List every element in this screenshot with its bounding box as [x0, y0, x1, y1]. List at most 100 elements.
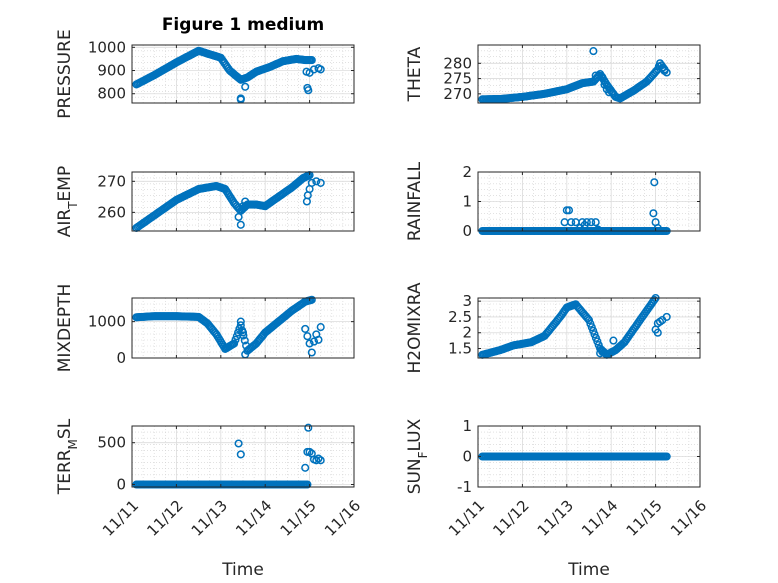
data-point	[316, 456, 325, 465]
y-tick-label: 1000	[88, 38, 126, 56]
data-point	[584, 316, 594, 325]
y-axis-label: RAINFALL	[405, 161, 425, 241]
x-tick-label: 11/16	[667, 497, 710, 540]
x-tick-label: 11/12	[489, 497, 532, 540]
data-point	[589, 47, 598, 56]
data-point	[231, 335, 240, 344]
y-tick-label: 280	[443, 54, 472, 72]
axes-box	[477, 297, 701, 359]
data-point	[236, 317, 245, 326]
data-point	[593, 225, 602, 234]
data-point	[598, 347, 607, 356]
x-tick-label: 11/13	[188, 497, 231, 540]
data-point	[309, 337, 319, 346]
subplot-4: 0 1 2 RAINFALL	[405, 161, 701, 241]
data-point	[591, 218, 600, 227]
data-point	[241, 197, 250, 206]
subplot-3: 260 270 AIRTEMP	[55, 166, 355, 237]
y-axis-label: AIRTEMP	[55, 166, 80, 237]
data-point	[590, 330, 599, 339]
y-tick-label: 0	[116, 349, 126, 367]
x-tick-label: 11/12	[143, 497, 186, 540]
y-tick-label: 270	[443, 85, 472, 103]
x-tick-label: 11/11	[99, 497, 142, 540]
y-tick-label: 2	[462, 163, 472, 181]
x-axis-label: Time	[567, 560, 610, 580]
data-point	[307, 178, 316, 187]
data-point	[571, 218, 580, 227]
data-point	[238, 202, 248, 211]
data-point	[236, 321, 245, 330]
data-point	[662, 68, 671, 77]
y-axis-label: THETA	[405, 46, 425, 102]
subplot-5: 0 1000 MIXDEPTH	[55, 284, 355, 373]
axes-box	[131, 425, 355, 488]
data-point	[304, 423, 313, 432]
data-point	[604, 88, 614, 97]
data-point	[234, 439, 243, 448]
data-point	[598, 73, 607, 82]
axes-box	[131, 297, 355, 359]
y-tick-label: 3	[462, 292, 472, 310]
subplot-7: 0 500 11/11 11/12 11/13 11/14 11/15 11/16 Time TE…	[55, 418, 364, 580]
data-point	[301, 463, 310, 472]
y-tick-label: 1	[462, 417, 472, 435]
x-tick-label: 11/15	[277, 497, 320, 540]
y-tick-label: 270	[97, 172, 126, 190]
data-point	[567, 218, 576, 227]
y-tick-label: 0	[116, 475, 126, 493]
data-point	[649, 209, 658, 218]
data-point	[303, 332, 312, 341]
data-point	[230, 339, 239, 348]
subplot-8: -1 0 1 11/11 11/12 11/13 11/14 11/15 11/16 Time SU…	[405, 417, 710, 580]
data-point	[236, 220, 245, 229]
data-point	[304, 86, 313, 95]
data-point	[316, 65, 325, 74]
data-point	[239, 331, 248, 340]
x-tick-label: 11/16	[321, 497, 364, 540]
data-point	[650, 178, 659, 187]
x-tick-label: 11/14	[232, 497, 275, 540]
x-tick-label: 11/13	[534, 497, 577, 540]
data-point	[238, 328, 248, 337]
data-point	[312, 177, 321, 186]
data-point	[600, 80, 609, 89]
y-tick-label: 260	[97, 203, 126, 221]
y-axis-label: SUNFLUX	[405, 418, 430, 494]
axes-box	[477, 44, 701, 104]
y-axis-label: H2OMIXRA	[405, 282, 425, 373]
y-tick-label: 1	[462, 193, 472, 211]
x-tick-label: 11/15	[623, 497, 666, 540]
subplot-1: 800 900 1000 PRESSURE	[55, 29, 355, 119]
data-point	[587, 218, 596, 227]
subplot-6: 1.522.53 H2OMIXRA	[405, 282, 701, 374]
data-point	[662, 452, 671, 461]
y-tick-label: 1.5	[448, 340, 472, 358]
data-point	[314, 335, 323, 344]
x-axis-label: Time	[221, 560, 264, 580]
data-point	[662, 312, 671, 321]
data-point	[587, 323, 596, 332]
data-point	[236, 450, 245, 459]
data-point	[305, 339, 314, 348]
y-axis-label: MIXDEPTH	[55, 284, 75, 373]
x-tick-label: 11/11	[445, 497, 488, 540]
y-tick-label: 500	[97, 434, 126, 452]
data-point	[593, 337, 602, 346]
data-point	[240, 336, 249, 345]
data-point	[609, 336, 618, 345]
y-axis-label: PRESSURE	[55, 29, 75, 118]
figure-title: Figure 1 medium	[162, 15, 324, 35]
data-point	[653, 328, 662, 337]
axes-box	[131, 44, 355, 104]
y-tick-label: 275	[443, 70, 472, 88]
data-point	[241, 82, 250, 91]
y-tick-label: 2.5	[448, 308, 472, 326]
data-point	[303, 480, 312, 489]
y-tick-label: 0	[462, 222, 472, 240]
y-tick-label: 0	[462, 448, 472, 466]
data-point	[307, 295, 316, 304]
